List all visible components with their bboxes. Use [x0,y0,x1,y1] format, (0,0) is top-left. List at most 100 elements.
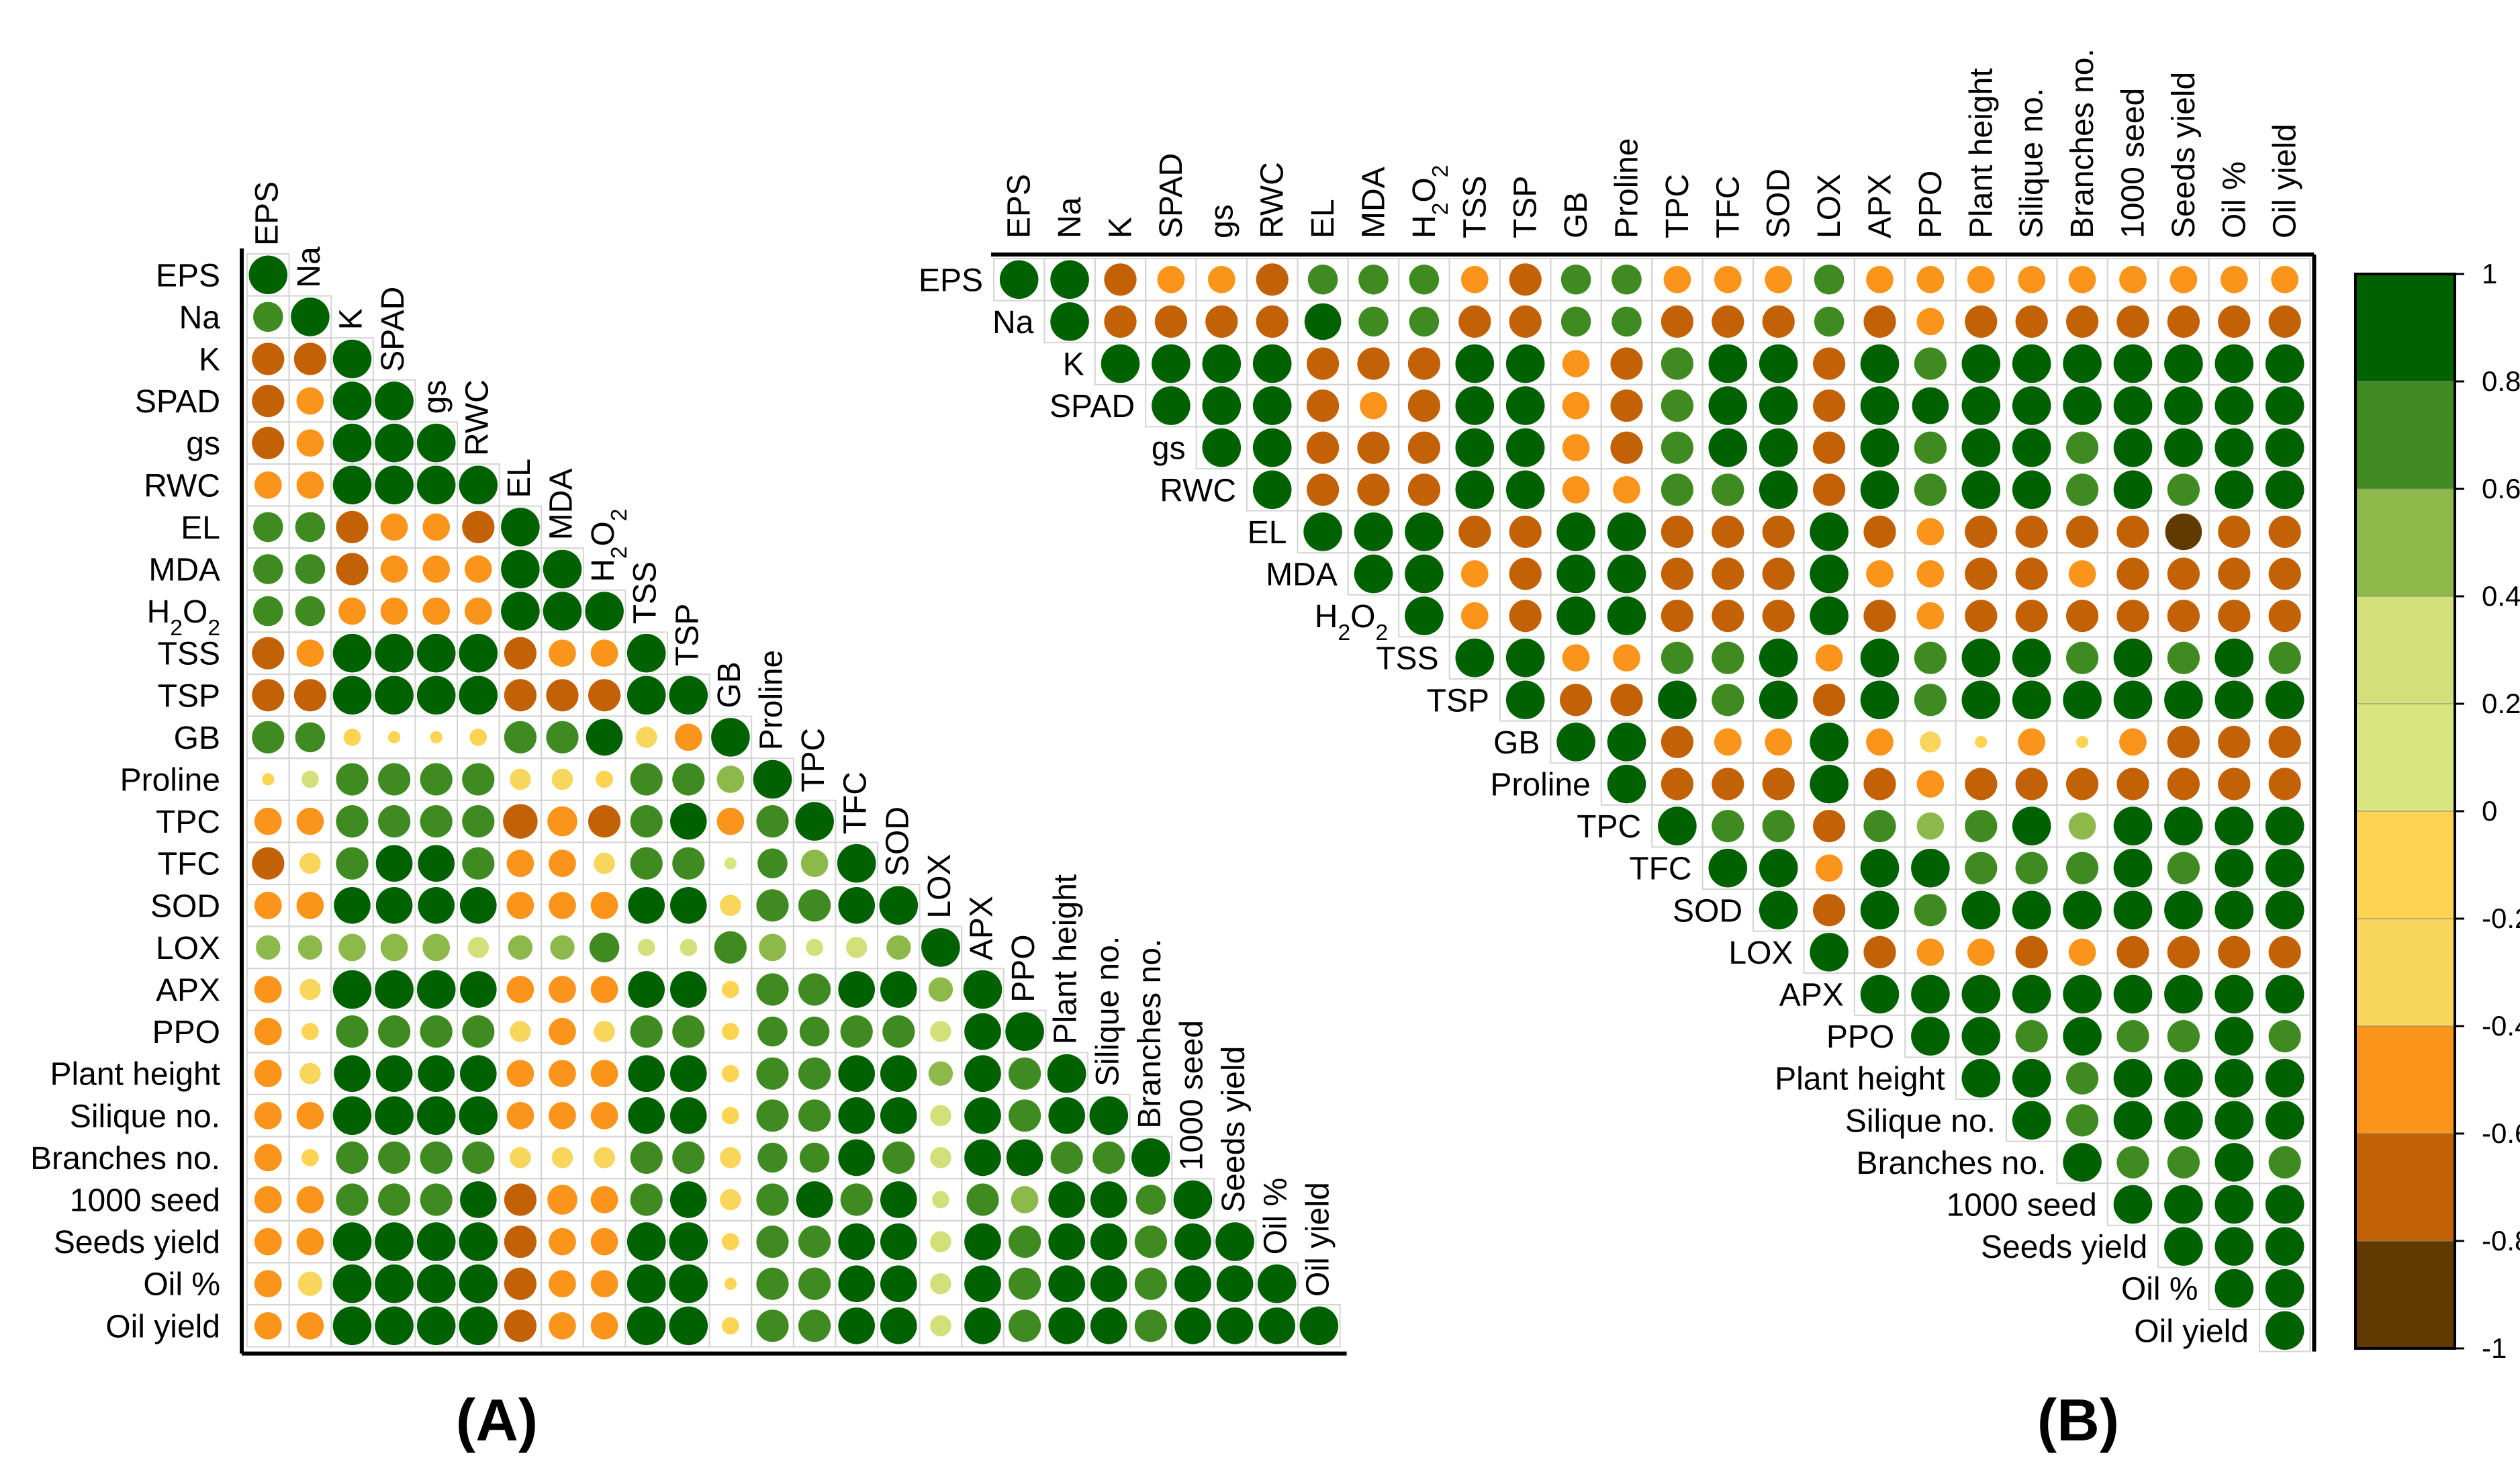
corr-point-b-k-ppo [1914,347,1947,380]
corr-point-b-seeds-yield-seeds-yield [2164,1227,2203,1266]
corr-point-a-seeds-yield-silique-no [1090,1223,1127,1260]
corr-point-b-eps-gb [1560,264,1591,295]
corr-point-b-apx-branches-no [2063,974,2102,1014]
corr-point-a-sod-eps [254,891,282,919]
corr-point-a-apx-na [299,978,321,1001]
corr-point-a-seeds-yield-gb [722,1233,739,1250]
row-label-b-na: Na [992,305,1034,340]
corr-point-b-el-apx [1863,515,1896,548]
corr-point-a-ppo-eps [254,1017,282,1046]
corr-point-a-gb-tsp [674,723,702,751]
corr-point-a-1000-seed-h2o2 [590,1186,618,1213]
corr-point-a-apx-el [506,976,534,1003]
corr-point-a-oil-yield-h2o2 [590,1311,618,1340]
corr-point-a-proline-proline [753,759,792,799]
corr-point-a-tpc-proline [756,805,789,838]
corr-point-b-k-tsp [1505,344,1545,383]
row-label-a-seeds-yield: Seeds yield [54,1225,220,1260]
corr-point-b-na-plant-height [1965,305,1998,338]
col-label-a-tss: TSS [628,561,663,624]
col-label-a-plant-height: Plant height [1048,874,1084,1045]
corr-point-a-mda-na [295,554,326,584]
corr-point-b-silique-no-oil [2214,1101,2254,1140]
corr-point-a-tfc-el [506,849,534,878]
corr-point-b-el-gb [1556,512,1595,551]
row-label-b-oil-yield: Oil yield [2134,1314,2249,1349]
corr-point-b-mda-tss [1460,560,1489,588]
corr-point-a-seeds-yield-eps [254,1228,282,1256]
corr-point-a-proline-rwc [462,763,495,796]
row-label-b-rwc: RWC [1160,473,1236,508]
corr-point-b-branches-no-1000-seed [2116,1146,2149,1179]
row-label-b-spad: SPAD [1049,389,1135,424]
corr-point-b-spad-lox [1813,389,1846,422]
corr-point-a-sod-tss [628,886,665,924]
corr-point-b-tss-tsp [1505,638,1545,678]
corr-point-b-tsp-oil-yield [2265,680,2304,720]
corr-point-a-tsp-tss [626,676,666,715]
corr-point-a-seeds-yield-tpc [798,1226,831,1258]
colorbar-segment [2355,918,2456,1027]
corr-point-b-apx-seeds-yield [2164,974,2203,1014]
corr-point-b-h2o2-lox [1810,596,1849,635]
corr-point-b-proline-proline [1607,764,1646,804]
corr-point-b-na-spad [1154,305,1187,338]
corr-point-a-apx-tfc [838,971,876,1008]
row-label-b-h2o2: H2O2 [1315,599,1388,645]
corr-point-a-seeds-yield-tss [626,1222,666,1261]
corr-point-a-oil-h2o2 [590,1270,618,1298]
corr-point-b-na-mda [1358,306,1389,337]
corr-point-b-tpc-oil-yield [2265,807,2304,845]
corr-point-b-na-h2o2 [1409,306,1440,337]
corr-point-b-gb-proline [1607,723,1646,762]
corr-point-b-gb-gb [1556,723,1595,762]
col-label-a-tfc: TFC [838,772,874,834]
corr-point-a-oil-yield-sod [880,1307,917,1344]
corr-point-a-tss-el [504,637,536,670]
col-label-b-el: EL [1305,199,1341,238]
panel-b-correlation-matrix: EPSNaKSPADgsRWCELMDAH2O2TSSTSPGBProlineT… [919,48,2317,1352]
corr-point-a-spad-eps [252,385,285,418]
corr-point-a-rwc-spad [375,465,414,505]
corr-point-b-mda-1000-seed [2116,557,2149,590]
col-label-a-silique-no: Silique no. [1090,936,1125,1087]
corr-point-b-tfc-1000-seed [2113,848,2153,888]
col-label-a-oil-yield: Oil yield [1300,1182,1336,1297]
corr-point-a-silique-no-tpc [798,1099,831,1132]
corr-point-b-na-ppo [1916,308,1945,336]
corr-point-a-tpc-tss [630,805,663,838]
corr-point-a-oil-k [332,1264,372,1303]
corr-point-a-seeds-yield-ppo [1009,1226,1041,1258]
corr-point-a-tpc-h2o2 [588,805,621,838]
col-label-a-rwc: RWC [459,379,495,456]
grid-cell [1297,1304,1341,1348]
corr-point-b-sod-seeds-yield [2164,890,2203,930]
corr-point-b-el-oil-yield [2268,515,2301,548]
corr-point-b-tss-lox [1815,644,1843,672]
corr-point-a-el-na [295,512,326,543]
corr-point-a-mda-spad [380,555,408,583]
corr-point-b-mda-mda [1354,554,1393,594]
corr-point-a-gb-h2o2 [586,719,623,756]
corr-point-b-rwc-proline [1613,475,1640,504]
corr-point-b-mda-gb [1556,554,1595,594]
corr-point-a-oil-yield-gb [722,1317,739,1335]
corr-point-a-mda-eps [252,554,283,584]
corr-point-b-gb-oil [2218,725,2251,758]
corr-point-b-na-seeds-yield [2167,305,2200,338]
corr-point-a-silique-no-ppo [1009,1099,1041,1132]
corr-point-b-tsp-branches-no [2063,680,2102,720]
col-label-b-h2o2: H2O2 [1407,165,1453,238]
corr-point-a-gs-k [332,423,372,463]
corr-point-b-proline-silique-no [2015,768,2048,800]
corr-point-a-branches-no-silique-no [1092,1141,1125,1174]
corr-point-b-k-tfc [1708,344,1748,383]
corr-point-b-k-rwc [1252,344,1292,383]
corr-point-a-silique-no-h2o2 [590,1101,618,1130]
corr-point-b-gs-1000-seed [2113,428,2153,467]
corr-point-a-seeds-yield-gs [416,1222,456,1261]
corr-point-b-plant-height-branches-no [2066,1062,2099,1095]
corr-point-a-silique-no-apx [964,1097,1001,1134]
corr-point-b-na-oil-yield [2268,305,2301,338]
row-label-a-proline: Proline [120,763,220,798]
